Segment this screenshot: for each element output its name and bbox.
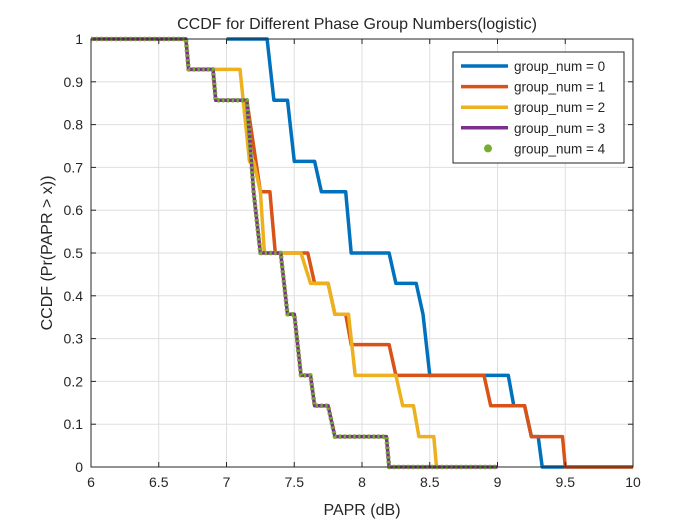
series-layer: [91, 36, 633, 470]
x-tick-label: 7.5: [285, 474, 305, 490]
grid-lines: [90, 38, 634, 468]
x-axis-label: PAPR (dB): [323, 502, 400, 519]
legend-label: group_num = 2: [514, 100, 605, 115]
x-tick-label: 6.5: [149, 474, 169, 490]
y-tick-label: 0.5: [64, 245, 84, 261]
y-tick-label: 0.8: [64, 117, 84, 133]
y-axis-label: CCDF (Pr(PAPR > x)): [39, 176, 56, 331]
x-tick-label: 8: [358, 474, 366, 490]
x-tick-label: 8.5: [420, 474, 440, 490]
legend-label: group_num = 0: [514, 59, 605, 74]
y-tick-labels: 0 0.1 0.2 0.3 0.4 0.5 0.6 0.7 0.8 0.9 1: [64, 31, 84, 475]
x-tick-label: 9: [494, 474, 502, 490]
y-tick-label: 0.9: [64, 74, 84, 90]
x-tick-label: 6: [87, 474, 95, 490]
y-tick-label: 0: [75, 459, 83, 475]
y-tick-label: 1: [75, 31, 83, 47]
y-tick-label: 0.4: [64, 288, 84, 304]
x-tick-labels: 6 6.5 7 7.5 8 8.5 9 9.5 10: [87, 474, 641, 490]
y-tick-label: 0.3: [64, 331, 84, 347]
tick-marks: [90, 38, 634, 468]
x-tick-label: 7: [223, 474, 231, 490]
legend-label: group_num = 3: [514, 121, 605, 136]
y-tick-label: 0.7: [64, 159, 84, 175]
legend-label: group_num = 4: [514, 141, 606, 156]
y-tick-label: 0.1: [64, 416, 84, 432]
x-tick-label: 10: [625, 474, 641, 490]
series-group-num-4: [91, 36, 498, 470]
x-tick-label: 9.5: [556, 474, 576, 490]
y-tick-label: 0.2: [64, 373, 84, 389]
chart-title: CCDF for Different Phase Group Numbers(l…: [177, 16, 537, 33]
legend: group_num = 0 group_num = 1 group_num = 2 g…: [452, 51, 625, 164]
legend-marker: [484, 144, 492, 153]
legend-label: group_num = 1: [514, 80, 605, 95]
y-tick-label: 0.6: [64, 202, 84, 218]
